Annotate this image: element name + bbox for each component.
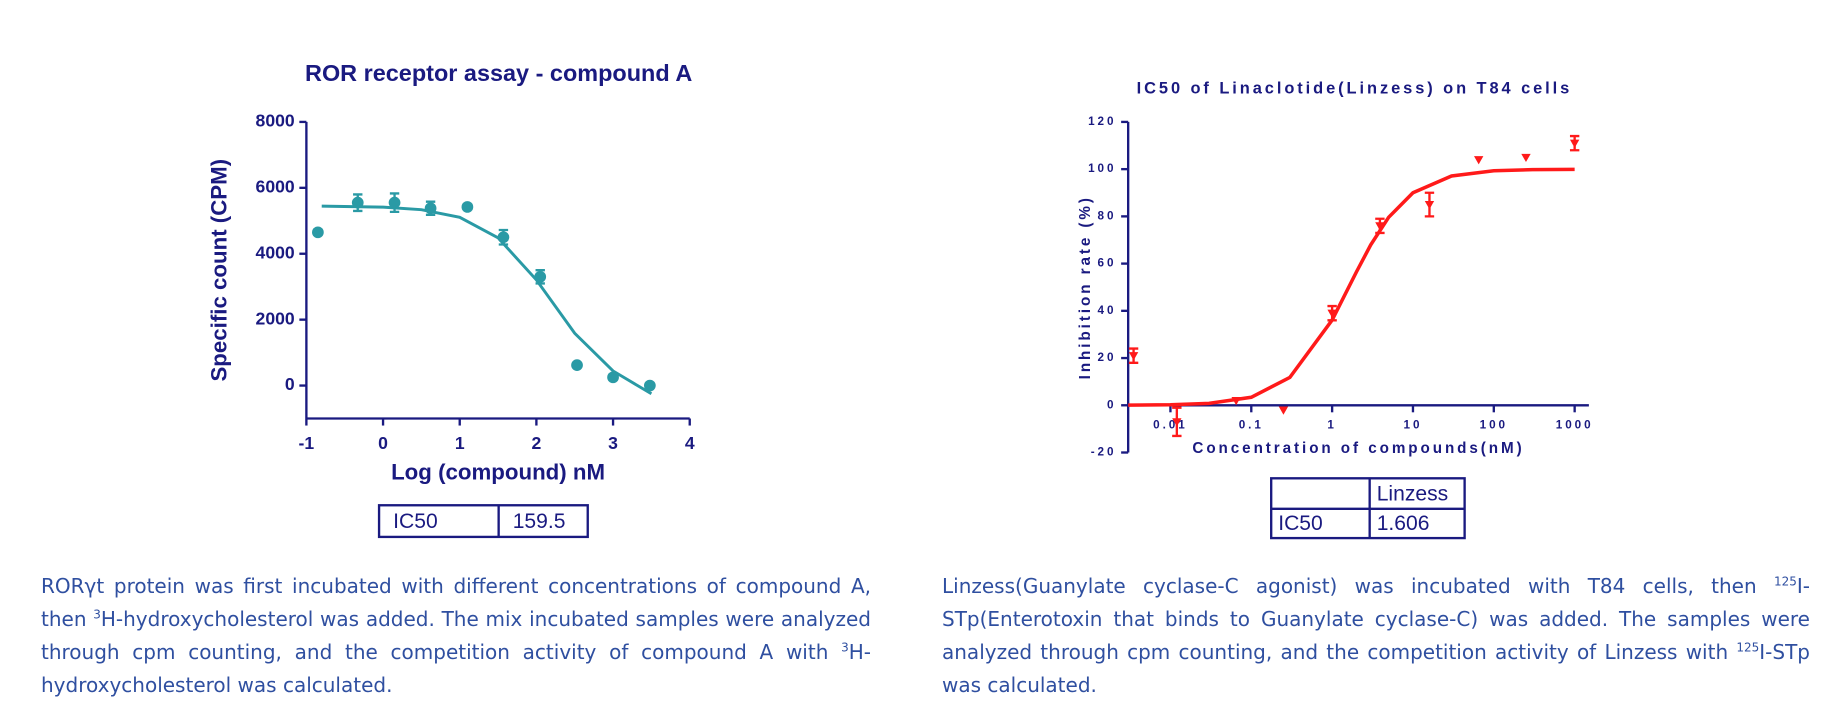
caption-text: Linzess(Guanylate cyclase-C agonist) was… <box>942 574 1774 598</box>
data-point <box>1569 139 1580 148</box>
caption: RORγt protein was first incubated with d… <box>41 570 871 702</box>
y-axis-label: Inhibition rate (%) <box>1077 195 1094 379</box>
table-cell: IC50 <box>393 510 438 533</box>
x-tick-label: 4 <box>685 433 695 453</box>
caption: Linzess(Guanylate cyclase-C agonist) was… <box>942 570 1810 702</box>
x-tick-label: 0.1 <box>1239 418 1264 431</box>
data-point <box>1521 153 1531 163</box>
caption-superscript: 3 <box>93 607 101 622</box>
table-cell: IC50 <box>1278 512 1323 535</box>
x-tick-label: -1 <box>299 433 315 453</box>
table-cell: 1.606 <box>1377 512 1430 535</box>
y-tick-label: 8000 <box>256 111 295 131</box>
y-tick-label: -20 <box>1091 446 1117 459</box>
x-tick-label: 100 <box>1480 418 1508 431</box>
y-tick-label: 100 <box>1088 162 1116 175</box>
data-point <box>388 196 401 209</box>
caption-text: RORγt protein was first incubated with d… <box>41 574 871 631</box>
fit-curve <box>1128 167 1575 407</box>
data-point <box>571 359 583 371</box>
chart-title: IC50 of Linaclotide(Linzess) on T84 cell… <box>1137 79 1573 97</box>
y-tick-label: 0 <box>285 374 295 394</box>
data-point <box>351 196 364 209</box>
x-tick-label: 2 <box>532 433 542 453</box>
data-point <box>643 379 656 392</box>
y-tick-label: 40 <box>1098 304 1117 317</box>
caption-text: H-hydroxycholesterol was added. The mix … <box>41 607 871 664</box>
x-tick-label: 0.01 <box>1153 418 1188 431</box>
caption-superscript: 3 <box>841 640 849 655</box>
caption-superscript: 125 <box>1736 640 1760 655</box>
y-axis-label: Specific count (CPM) <box>207 159 232 382</box>
data-point <box>1473 156 1484 165</box>
y-tick-label: 2000 <box>256 308 295 328</box>
table-header: Linzess <box>1377 482 1449 505</box>
caption-superscript: 125 <box>1773 574 1797 589</box>
table-cell: 159.5 <box>513 510 566 533</box>
y-tick-label: 120 <box>1088 115 1116 128</box>
x-axis-label: Log (compound) nM <box>391 460 605 485</box>
chart-title: ROR receptor assay - compound A <box>305 60 692 86</box>
data-point <box>1231 397 1241 406</box>
x-tick-label: 3 <box>608 433 618 453</box>
data-point <box>1278 406 1289 415</box>
y-tick-label: 20 <box>1098 351 1117 364</box>
data-point <box>1128 352 1139 361</box>
caption-text: I-STp(Enterotoxin that binds to Guanylat… <box>942 574 1810 664</box>
y-tick-label: 4000 <box>256 242 295 262</box>
data-point <box>607 371 619 384</box>
x-axis-label: Concentration of compounds(nM) <box>1192 440 1524 457</box>
y-tick-label: 60 <box>1098 257 1117 270</box>
x-tick-label: 1 <box>1327 418 1336 431</box>
data-point <box>461 201 474 213</box>
data-point <box>1375 222 1385 231</box>
table-frame <box>377 504 589 539</box>
x-tick-label: 1 <box>455 433 465 453</box>
caption-text: I-STp was calculated. <box>942 640 1810 697</box>
fit-curve <box>321 204 653 396</box>
caption-text: H-hydroxycholesterol was calculated. <box>41 640 871 697</box>
x-tick-label: 10 <box>1404 418 1423 431</box>
data-point <box>1172 418 1182 427</box>
data-point <box>1424 201 1435 210</box>
x-tick-label: 0 <box>378 433 388 453</box>
data-point <box>497 231 510 244</box>
data-point <box>534 270 547 283</box>
data-point <box>312 226 324 239</box>
y-tick-label: 0 <box>1107 398 1116 411</box>
data-point <box>1327 309 1337 318</box>
y-tick-label: 80 <box>1098 209 1117 222</box>
data-point <box>424 202 437 215</box>
y-tick-label: 6000 <box>256 176 295 196</box>
x-tick-label: 1000 <box>1556 418 1594 431</box>
